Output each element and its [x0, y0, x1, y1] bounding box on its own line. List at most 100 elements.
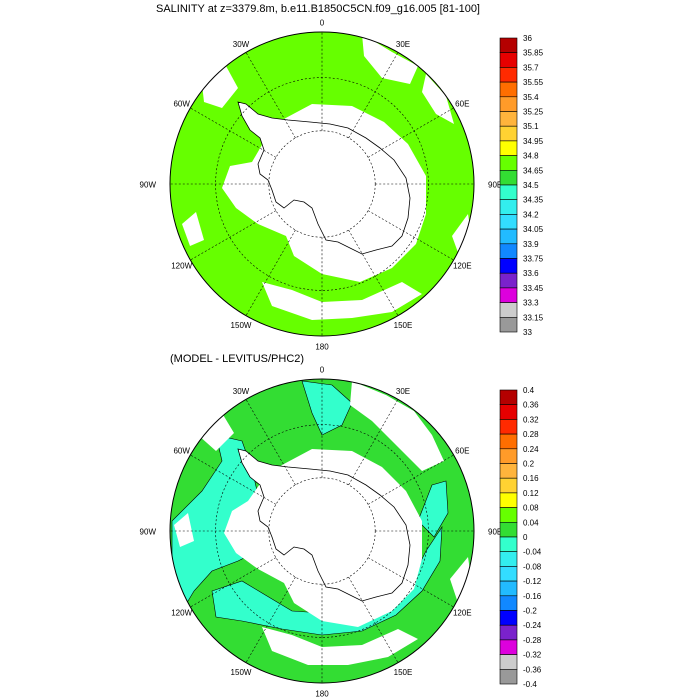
colorbar-cell: [499, 492, 518, 508]
colorbar-cell: [499, 228, 518, 245]
colorbar-label: 34.8: [523, 152, 539, 161]
longitude-label: 150W: [231, 668, 252, 677]
longitude-label: 60E: [455, 100, 469, 109]
colorbar-label: 33.9: [523, 240, 539, 249]
meridian-line: [245, 399, 296, 486]
colorbar-cell: [499, 37, 518, 53]
colorbar-cell: [499, 140, 518, 156]
colorbar-label: 0.28: [523, 430, 539, 439]
negative-anomaly-region: [301, 380, 353, 436]
meridian-line: [245, 229, 296, 316]
colorbar-label: 0.32: [523, 415, 539, 424]
colorbar-label: 33.45: [523, 284, 544, 293]
longitude-label: 180: [315, 343, 329, 352]
negative-anomaly-region: [417, 480, 449, 538]
colorbar-label: 0.36: [523, 401, 539, 410]
colorbar-label: 0.2: [523, 460, 535, 469]
colorbar-label: 35.55: [523, 78, 544, 87]
latitude-circle: [268, 477, 376, 585]
meridian-line: [190, 557, 277, 608]
no-data-region: [362, 34, 418, 84]
colorbar-label: 0.16: [523, 474, 539, 483]
panel-title: (MODEL - LEVITUS/PHC2): [170, 353, 304, 365]
colorbar-cell: [499, 214, 518, 230]
antarctica-coastline: [237, 448, 411, 602]
meridian-line: [190, 454, 277, 505]
colorbar-label: 0: [523, 533, 528, 542]
colorbar-label: 35.1: [523, 122, 539, 131]
colorbar-cell: [499, 580, 518, 597]
meridian-line: [190, 210, 277, 261]
colorbar-cell: [499, 463, 518, 479]
longitude-label: 60W: [173, 100, 190, 109]
colorbar-cell: [499, 184, 518, 200]
longitude-label: 120E: [453, 262, 472, 271]
colorbar-cell: [499, 81, 518, 98]
colorbar-label: 0.12: [523, 489, 539, 498]
meridian-line: [367, 557, 454, 608]
latitude-circle: [268, 130, 376, 238]
colorbar-label: 0.24: [523, 445, 539, 454]
meridian-line: [367, 210, 454, 261]
colorbar: 36 35.85 35.7 35.55 35.4 35.25 35.1 34.95 34.8 34…: [499, 34, 544, 337]
colorbar-label: -0.32: [523, 651, 542, 660]
colorbar-label: 33.3: [523, 299, 539, 308]
colorbar-cell: [499, 302, 518, 318]
longitude-label: 90E: [488, 181, 502, 190]
colorbar-cell: [499, 404, 518, 420]
meridian-line: [190, 107, 277, 158]
colorbar-cell: [499, 566, 518, 582]
longitude-label: 150E: [394, 321, 413, 330]
colorbar-label: 34.95: [523, 137, 544, 146]
longitude-label: 150E: [394, 668, 413, 677]
longitude-label: 0: [320, 19, 325, 28]
colorbar-cell: [499, 595, 518, 611]
colorbar-cell: [499, 433, 518, 450]
colorbar-cell: [499, 624, 518, 641]
longitude-label: 30E: [396, 40, 410, 49]
colorbar-label: 33: [523, 328, 532, 337]
panel-title: SALINITY at z=3379.8m, b.e11.B1850C5CN.f…: [156, 3, 480, 15]
longitude-label: 120W: [171, 609, 192, 618]
colorbar-label: 0.4: [523, 386, 535, 395]
colorbar-label: 33.6: [523, 269, 539, 278]
meridian-line: [367, 454, 454, 505]
no-data-region: [262, 282, 422, 320]
no-data-region: [422, 74, 454, 124]
colorbar-label: 34.2: [523, 210, 539, 219]
map-panel-2: (MODEL - LEVITUS/PHC2) 0 30E 60E 90E 120E 150E…: [140, 353, 542, 699]
colorbar-label: 0.04: [523, 518, 539, 527]
colorbar-label: 33.15: [523, 313, 544, 322]
colorbar-label: -0.28: [523, 636, 542, 645]
longitude-label: 60E: [455, 447, 469, 456]
longitude-label: 60W: [173, 447, 190, 456]
colorbar-cell: [499, 448, 518, 464]
meridian-line: [367, 107, 454, 158]
longitude-label: 120E: [453, 609, 472, 618]
colorbar-cell: [499, 521, 518, 538]
colorbar-label: -0.08: [523, 562, 542, 571]
colorbar-cell: [499, 551, 518, 567]
colorbar-cell: [499, 639, 518, 655]
colorbar-cell: [499, 258, 518, 274]
longitude-label: 90W: [140, 528, 157, 537]
colorbar-cell: [499, 125, 518, 142]
colorbar-label: -0.4: [523, 680, 537, 689]
longitude-label: 120W: [171, 262, 192, 271]
colorbar-cell: [499, 668, 518, 685]
meridian-line: [348, 52, 399, 139]
longitude-label: 150W: [231, 321, 252, 330]
map-panel-1: SALINITY at z=3379.8m, b.e11.B1850C5CN.f…: [140, 3, 544, 352]
no-data-region: [174, 513, 194, 547]
longitude-label: 90W: [140, 181, 157, 190]
colorbar-cell: [499, 287, 518, 303]
longitude-label: 30W: [233, 387, 250, 396]
colorbar-cell: [499, 155, 518, 171]
colorbar-cell: [499, 316, 518, 333]
antarctica-coastline: [237, 101, 411, 255]
colorbar-cell: [499, 199, 518, 215]
longitude-label: 90E: [488, 528, 502, 537]
no-data-region: [262, 627, 418, 665]
no-data-region: [202, 66, 238, 108]
